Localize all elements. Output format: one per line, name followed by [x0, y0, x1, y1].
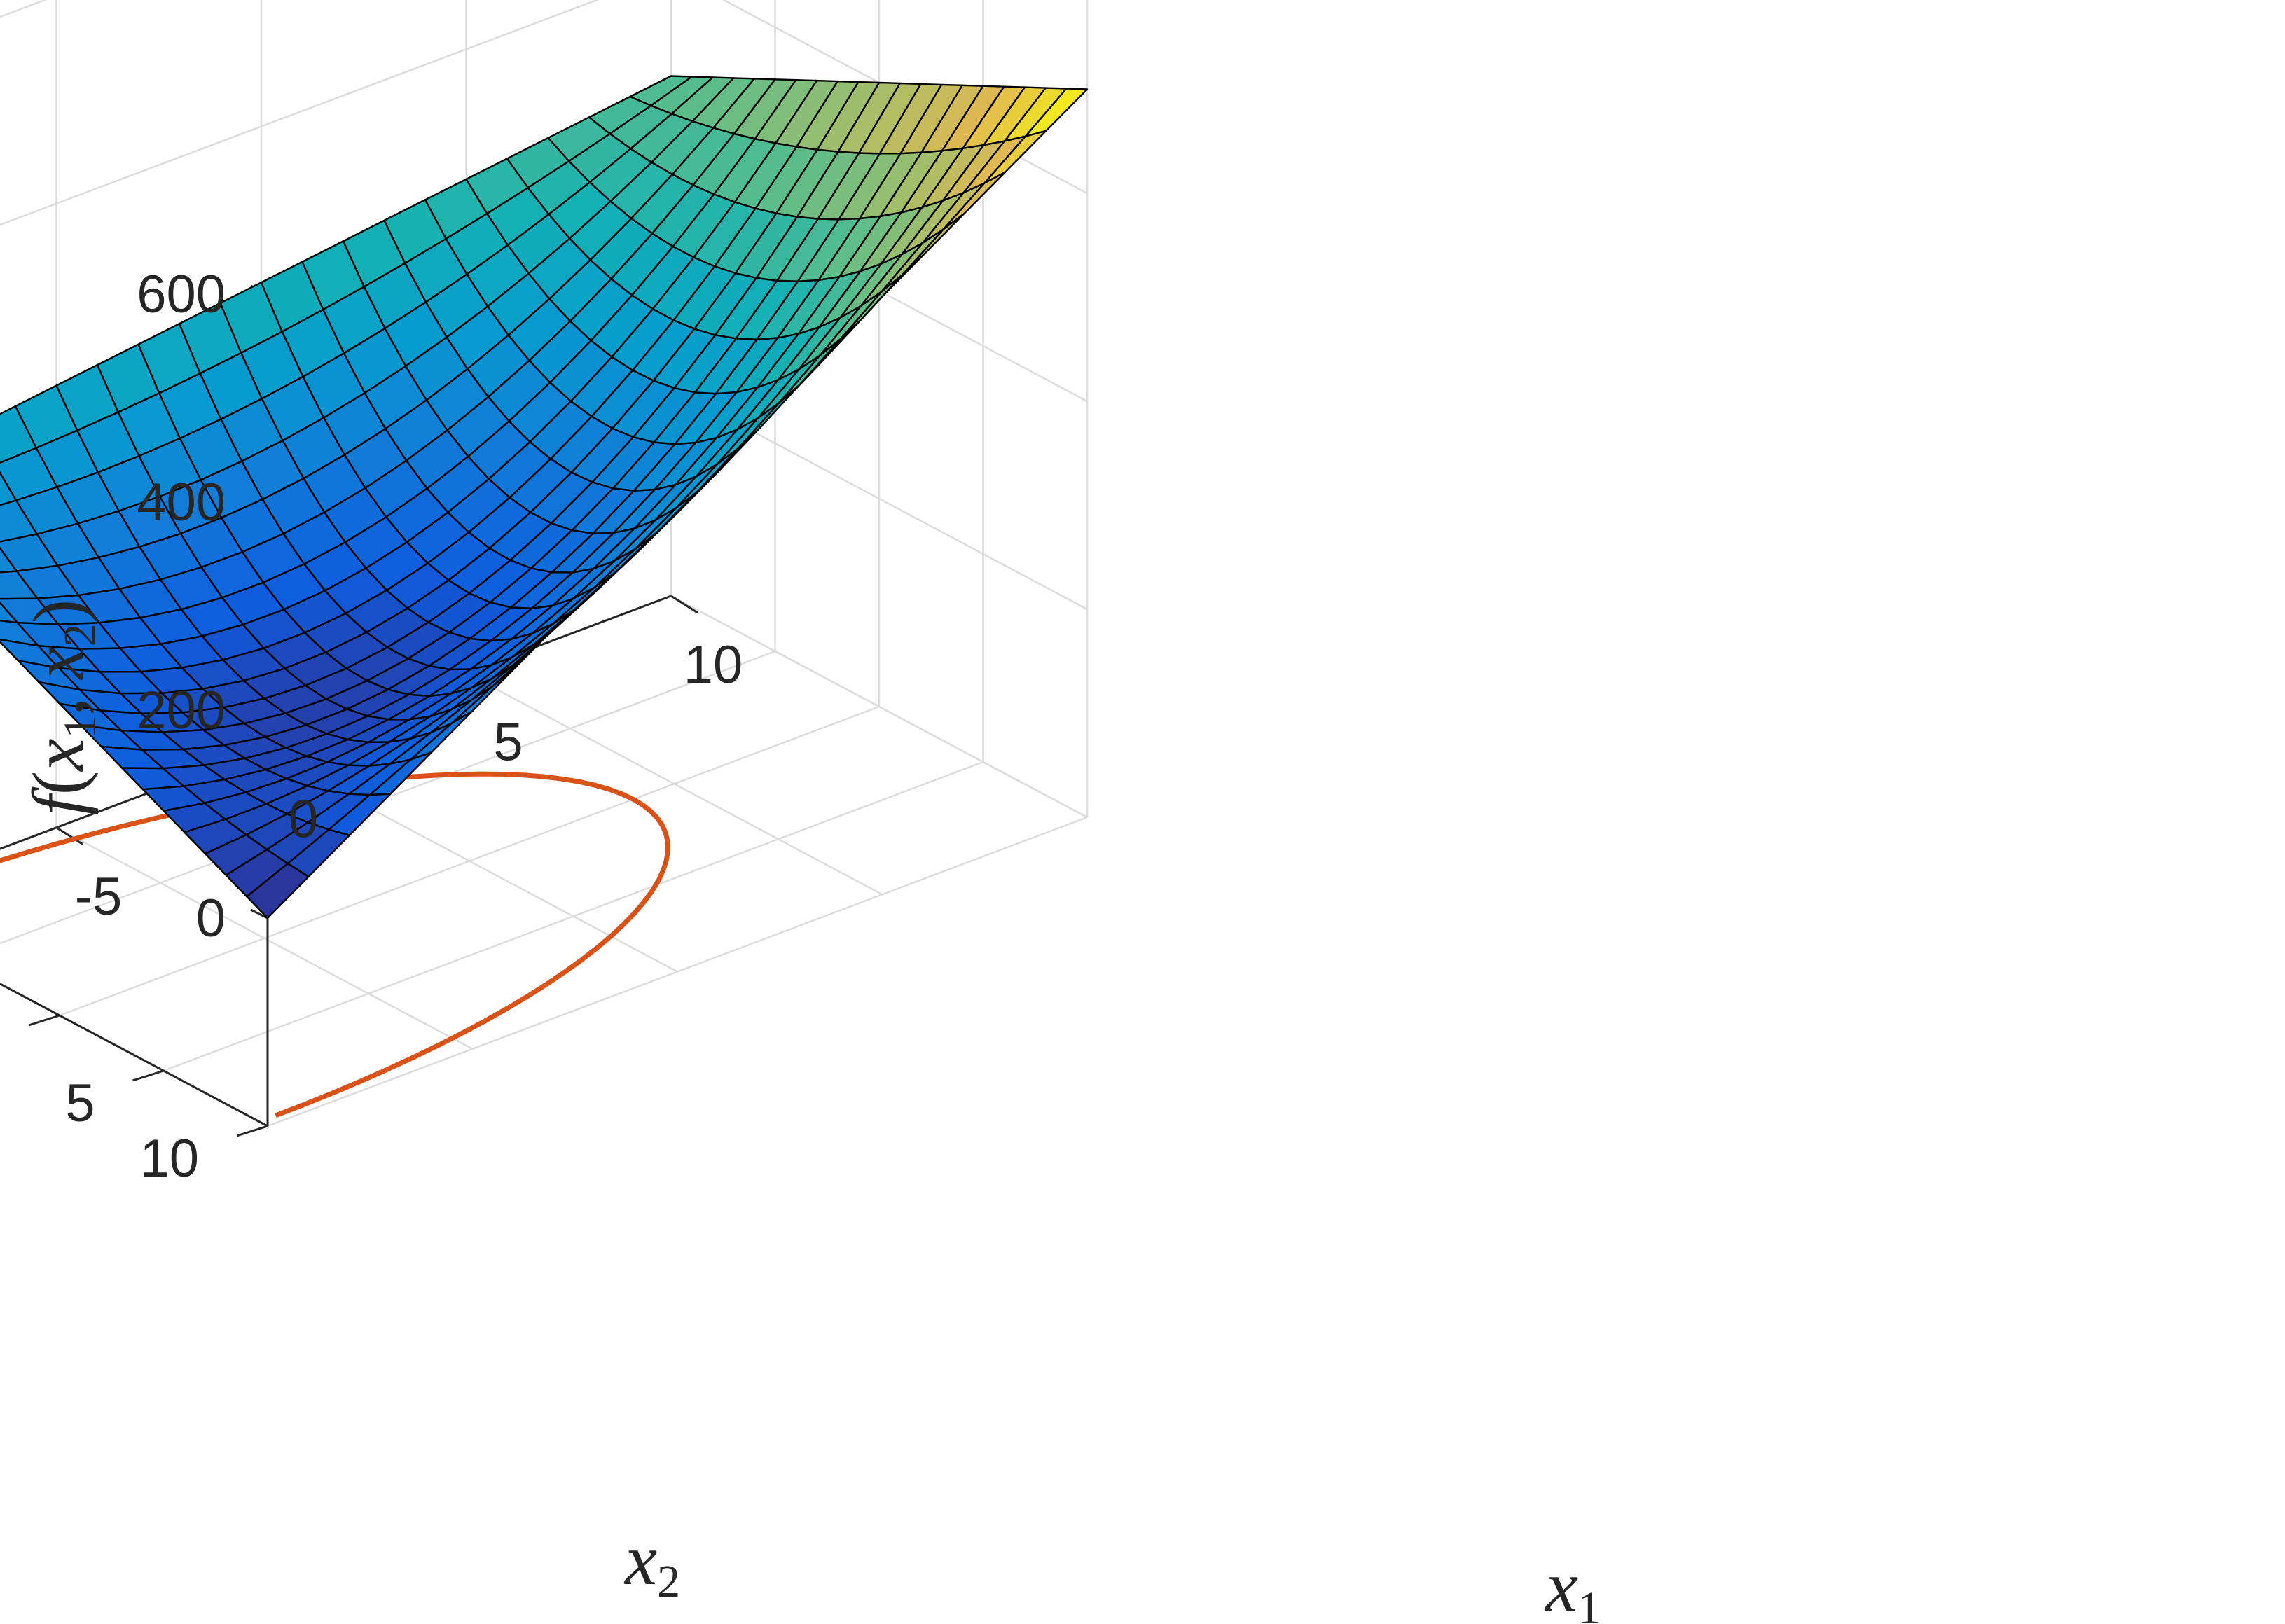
x1-tick-label: 0 [289, 790, 318, 849]
z-tick-label: 400 [137, 473, 226, 532]
floor-grid-line [0, 983, 268, 1127]
wall-grid-line [670, 595, 1088, 819]
z-axis-label: f(x1, x2) [18, 599, 106, 816]
floor-grid-line [163, 761, 983, 1072]
x2-tick-label: 5 [65, 1074, 95, 1133]
floor-grid-line [59, 705, 880, 1017]
x-axis-label: x1 [1544, 1546, 1601, 1624]
x2-tick [132, 1069, 164, 1082]
y-axis-label: x2 [623, 1520, 680, 1607]
z-tick-label: 0 [196, 889, 226, 948]
x1-tick [55, 826, 84, 846]
x2-tick [28, 1014, 60, 1027]
wall-grid-line [0, 0, 600, 226]
x1-tick-label: 10 [684, 635, 743, 695]
x2-tick-label: 10 [139, 1129, 199, 1188]
x1-tick-label: 5 [493, 712, 523, 772]
x2-axis-line [0, 983, 268, 1127]
x1-tick [670, 595, 698, 614]
surface-mesh [0, 75, 1089, 919]
x1-tick-label: -5 [75, 867, 123, 926]
z-tick-label: 600 [137, 265, 226, 324]
z-tick [250, 908, 268, 919]
surface-patch [629, 75, 693, 106]
x2-tick [236, 1125, 268, 1137]
wall-grid-line [0, 0, 48, 18]
z-tick-label: 200 [137, 681, 226, 740]
floor-grid-line [267, 816, 1088, 1127]
